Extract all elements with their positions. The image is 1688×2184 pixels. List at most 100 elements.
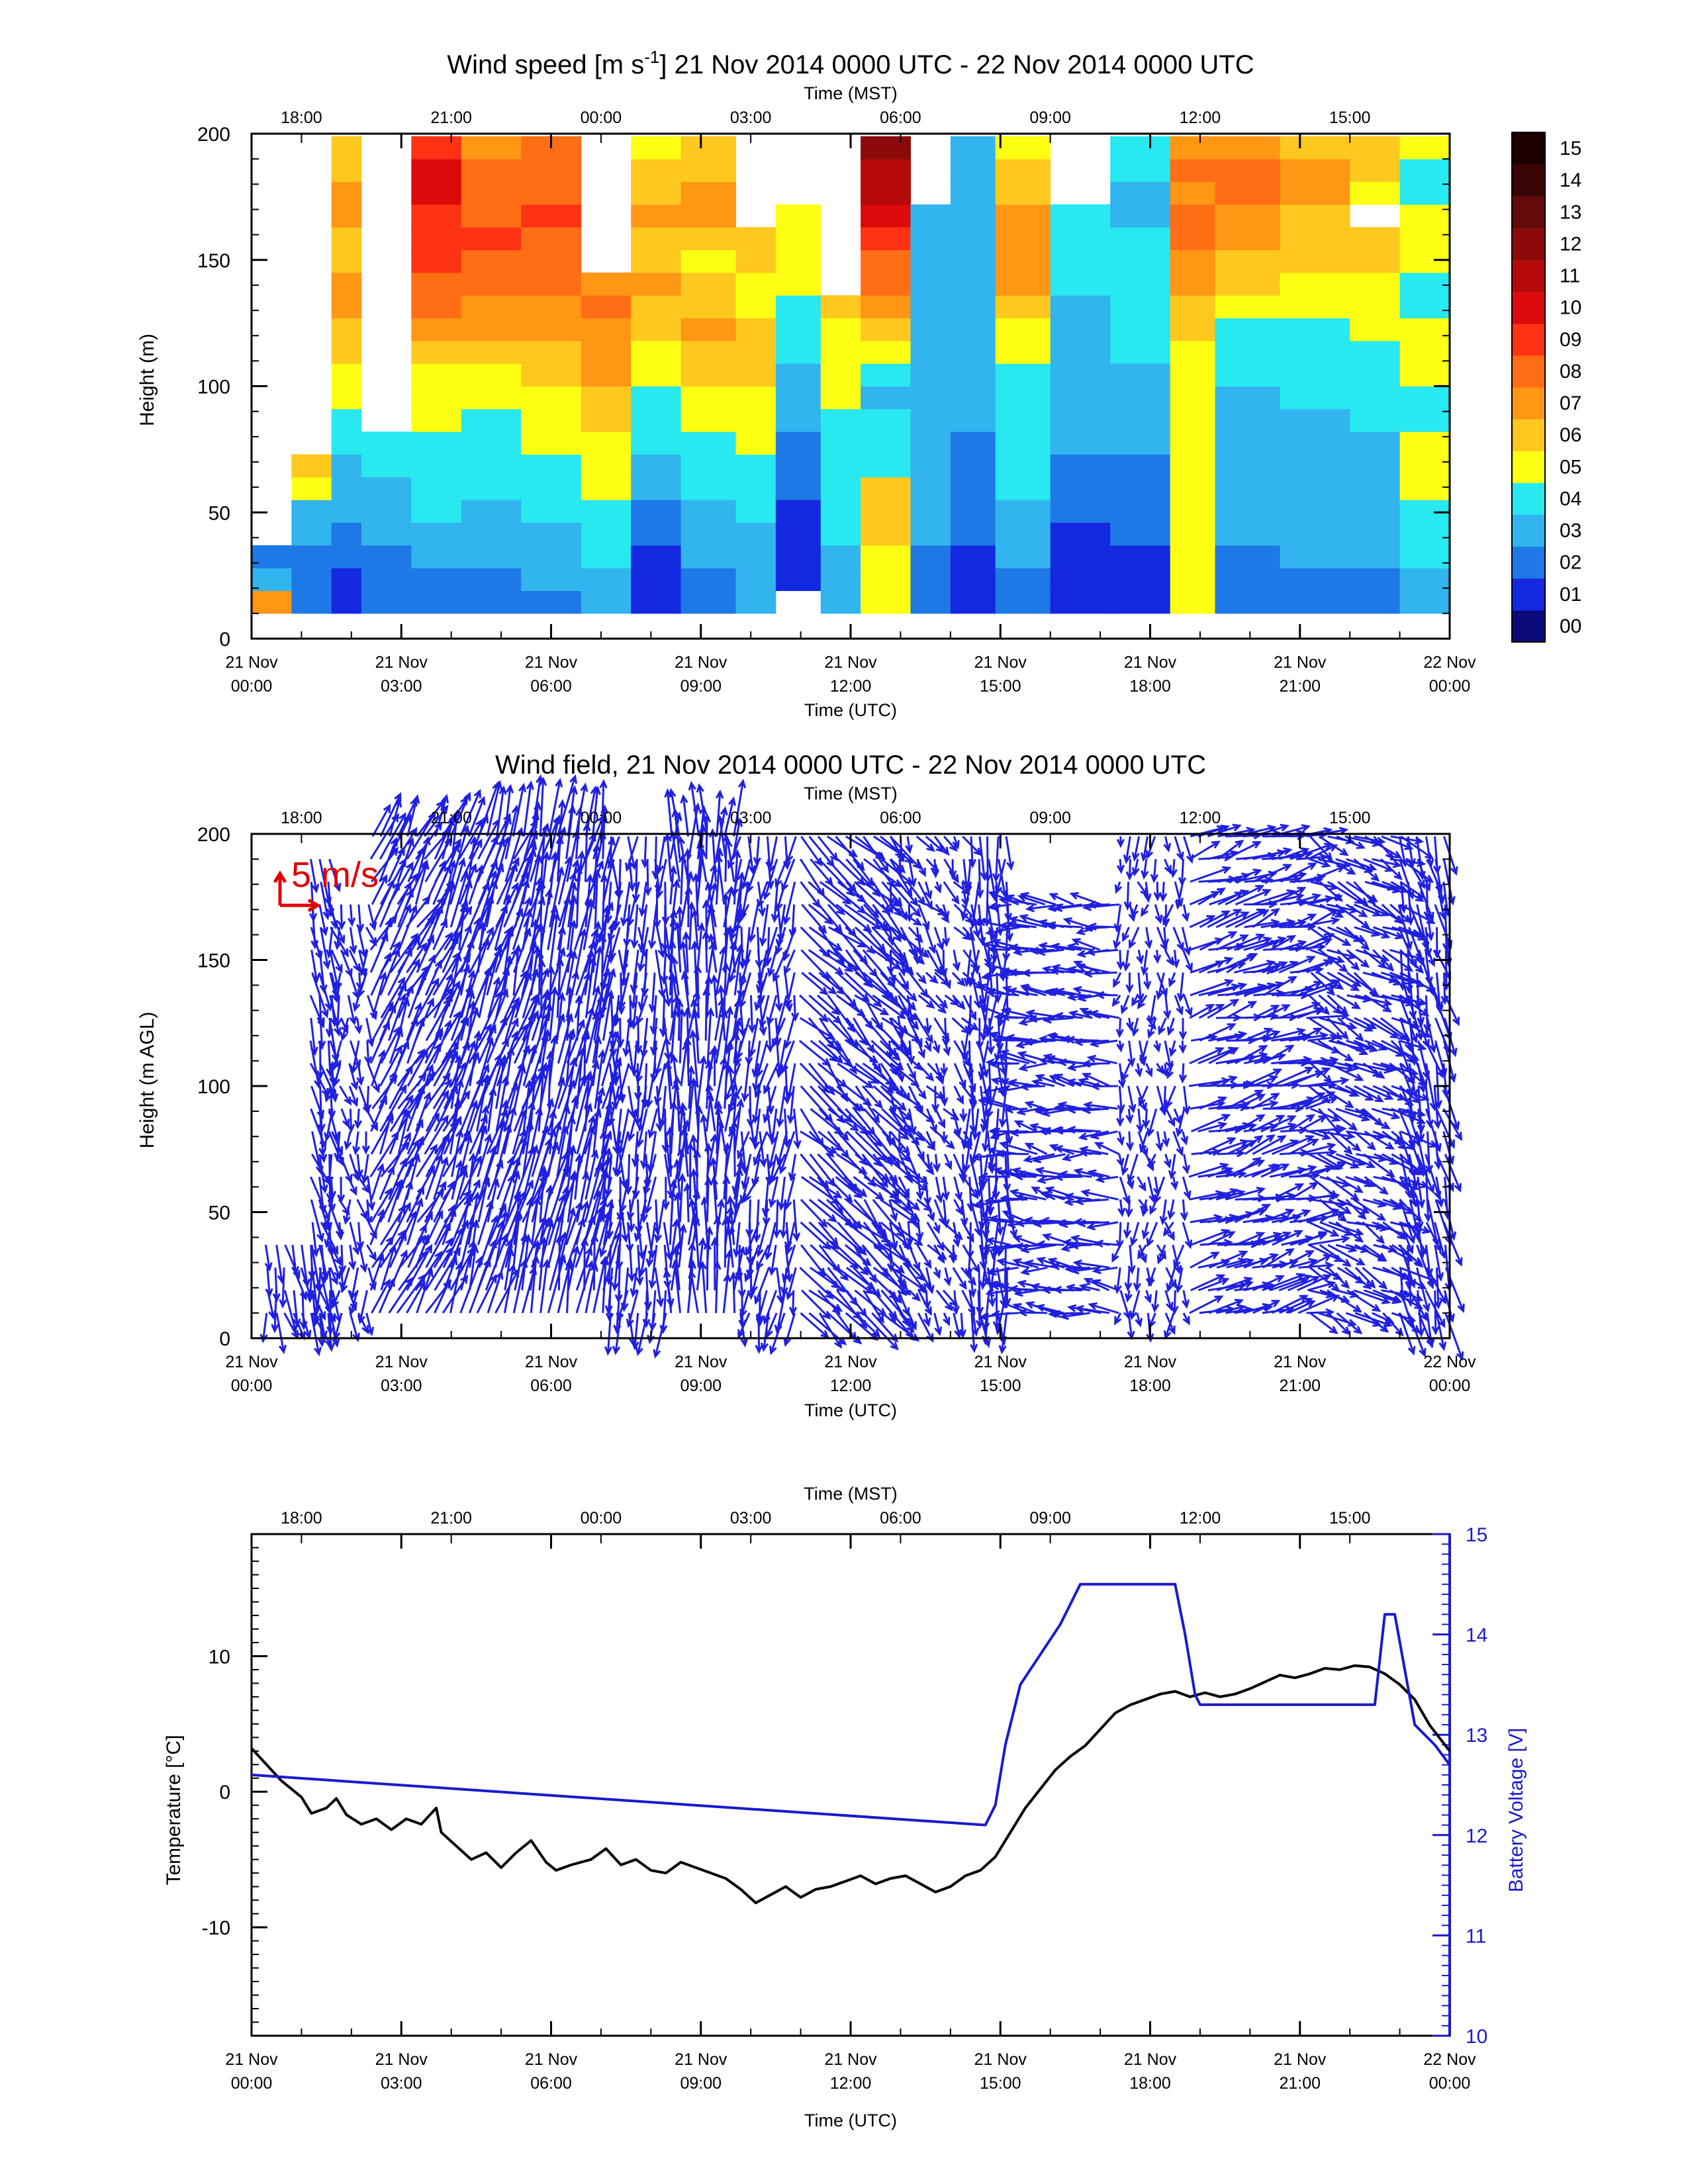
wind-vector-arrow <box>1072 1259 1110 1269</box>
wind-vector-arrow <box>1337 972 1362 987</box>
wind-vector-arrow <box>1153 950 1162 964</box>
heatmap-cell <box>950 318 996 341</box>
heatmap-cell <box>1350 432 1401 455</box>
heatmap-cell <box>521 568 582 592</box>
wind-vector-arrow <box>1116 836 1125 848</box>
wind-vector-arrow <box>1309 1175 1338 1199</box>
wind-vector-arrow <box>1225 885 1265 906</box>
wind-vector-arrow <box>716 814 727 860</box>
wind-vector-arrow <box>935 1063 945 1085</box>
wind-vector-arrow <box>487 976 501 1019</box>
wind-vector-arrow <box>617 1109 630 1156</box>
wind-vector-arrow <box>1327 858 1356 875</box>
heatmap-cell <box>631 590 682 614</box>
wind-vector-arrow <box>747 836 757 875</box>
wind-vector-arrow <box>978 1172 1010 1181</box>
wind-vector-arrow <box>917 1040 926 1059</box>
wind-vector-arrow <box>1326 1153 1360 1169</box>
heatmap-cell <box>631 432 682 455</box>
heatmap-cell <box>995 568 1051 592</box>
wind-vector-arrow <box>380 940 401 974</box>
heatmap-cell <box>735 590 776 614</box>
wind-vector-arrow <box>567 1245 581 1291</box>
colorbar-label: 03 <box>1560 520 1581 542</box>
wind-vector-arrow <box>907 1040 915 1066</box>
wind-vector-arrow <box>1141 1222 1150 1240</box>
wind-vector-arrow <box>1155 972 1165 1001</box>
wind-vector-arrow <box>990 1310 1019 1318</box>
heatmap-cell <box>1215 159 1281 182</box>
wind-vector-arrow <box>728 1108 741 1136</box>
heatmap-cell <box>461 363 522 387</box>
wind-vector-arrow <box>753 1199 761 1244</box>
heatmap-cell <box>680 318 737 341</box>
heatmap-cell <box>521 159 582 182</box>
heatmap-cell <box>361 432 412 455</box>
x-tick-label-day: 22 Nov <box>1423 1353 1476 1371</box>
wind-vector-arrow <box>1271 1183 1305 1201</box>
wind-vector-arrow <box>1215 934 1249 951</box>
wind-vector-arrow <box>583 899 596 950</box>
wind-vector-arrow <box>817 835 839 862</box>
wind-vector-arrow <box>575 1115 596 1177</box>
wind-vector-arrow <box>1115 1222 1124 1250</box>
heatmap-cell <box>411 318 462 341</box>
wind-speed-heatmap-cells <box>252 136 1450 614</box>
wind-vector-arrow <box>1442 1222 1463 1267</box>
x-tick-label-time: 18:00 <box>1129 2074 1171 2093</box>
wind-vector-arrow <box>1081 1060 1111 1068</box>
wind-vector-arrow <box>941 1199 950 1229</box>
heatmap-cell <box>1399 227 1450 250</box>
x-tick-label-day: 21 Nov <box>375 653 428 672</box>
wind-vector-arrow <box>1296 1027 1323 1042</box>
wind-vector-arrow <box>369 1208 385 1246</box>
wind-vector-arrow <box>1070 1266 1100 1275</box>
wind-vector-arrow <box>1353 881 1376 905</box>
heatmap-cell <box>775 408 821 432</box>
heatmap-cell <box>1050 250 1111 273</box>
heatmap-cell <box>411 136 462 159</box>
x-tick-label-day: 22 Nov <box>1423 2050 1476 2069</box>
wind-vector-arrow <box>952 1267 967 1291</box>
wind-vector-arrow <box>1117 1199 1126 1217</box>
wind-vector-arrow <box>1155 1131 1164 1152</box>
wind-vector-arrow <box>406 1281 426 1314</box>
wind-vector-arrow <box>583 985 601 1041</box>
heatmap-cell <box>1280 159 1350 182</box>
heatmap-cell <box>411 340 462 364</box>
wind-vector-arrow <box>1199 910 1231 929</box>
wind-vector-arrow <box>449 792 471 837</box>
wind-vector-arrow <box>1288 1032 1329 1042</box>
y-tick-label: 0 <box>219 629 230 651</box>
heatmap-cell <box>1350 250 1401 273</box>
wind-vector-arrow <box>640 950 649 997</box>
wind-vector-arrow <box>969 882 980 929</box>
wind-vector-arrow <box>844 972 882 1008</box>
colorbar-label: 00 <box>1560 615 1581 637</box>
wind-vector-arrow <box>908 926 923 944</box>
wind-vector-arrow <box>592 785 601 837</box>
wind-vector-arrow <box>661 1177 671 1211</box>
wind-vector-arrow <box>1113 1267 1122 1295</box>
wind-vector-arrow <box>1288 1138 1319 1156</box>
wind-vector-arrow <box>935 1289 953 1312</box>
wind-vector-arrow <box>970 904 981 939</box>
battery-voltage-line <box>251 1582 1451 1827</box>
wind-vector-arrow <box>739 1290 750 1318</box>
heatmap-cell <box>1350 568 1401 592</box>
wind-vector-arrow <box>978 836 988 882</box>
wind-vector-arrow <box>1434 1244 1444 1282</box>
wind-vector-arrow <box>369 1253 385 1291</box>
heatmap-cell <box>910 295 951 318</box>
wind-vector-arrow <box>717 984 726 1041</box>
wind-vector-arrow <box>863 1289 884 1324</box>
heatmap-cell <box>680 204 737 228</box>
wind-vector-arrow <box>460 970 476 1019</box>
wind-vector-arrow <box>783 1017 795 1050</box>
x-tick-label-day: 21 Nov <box>225 2050 278 2069</box>
wind-vector-arrow <box>599 779 608 837</box>
wind-vector-arrow <box>680 794 690 837</box>
x-tick-label-day: 21 Nov <box>974 653 1027 672</box>
wind-vector-arrow <box>714 1198 726 1246</box>
wind-vector-arrow <box>1308 1017 1343 1040</box>
